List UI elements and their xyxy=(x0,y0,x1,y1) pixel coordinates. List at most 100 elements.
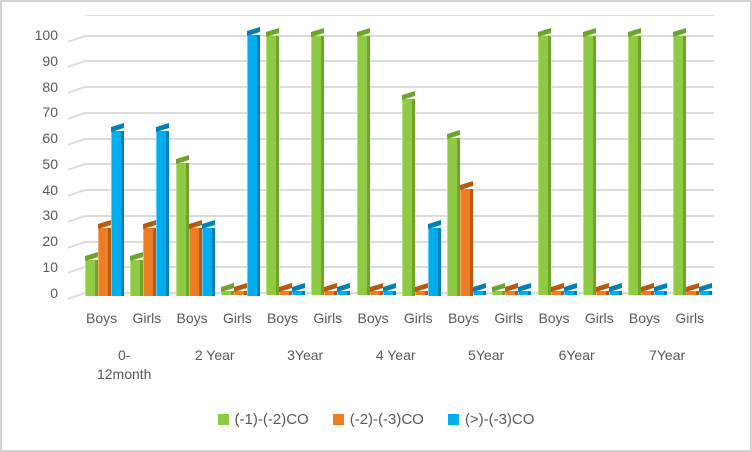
gridline xyxy=(85,214,714,217)
legend-item-series3: (>)-(-3)CO xyxy=(447,411,535,428)
bar-series2-cat12 xyxy=(595,290,609,296)
y-axis-tick-label: 30 xyxy=(42,207,58,224)
gridline-depth-tick xyxy=(67,292,86,300)
gridline-depth-tick xyxy=(67,214,86,223)
legend: (-1)-(-2)CO (-2)-(-3)CO (>)-(-3)CO xyxy=(2,411,750,428)
x-axis-age-group-label: 0- 12month xyxy=(96,347,152,382)
y-axis-tick-label: 50 xyxy=(42,155,58,172)
x-axis-sex-label: Boys xyxy=(447,310,480,326)
bar-series2-cat3 xyxy=(188,227,202,296)
x-axis-sex-label: Girls xyxy=(494,310,524,326)
gridline xyxy=(85,266,714,269)
y-axis-tick-label: 90 xyxy=(42,52,58,69)
bar-series1-cat5 xyxy=(266,35,280,296)
x-axis-sex-label: Girls xyxy=(313,310,343,326)
legend-item-series2: (-2)-(-3)CO xyxy=(332,411,424,428)
gridline-depth-tick xyxy=(67,86,86,94)
x-axis-age-group-label: 5Year xyxy=(468,347,505,363)
bar-series3-cat11 xyxy=(563,290,577,296)
gridline xyxy=(85,292,714,294)
bar-series1-cat8 xyxy=(401,98,415,296)
legend-label: (-2)-(-3)CO xyxy=(349,411,424,428)
x-axis-sex-label: Girls xyxy=(675,310,705,326)
gridline xyxy=(85,34,714,37)
bar-series1-cat4 xyxy=(220,290,234,296)
y-axis-tick-label: 100 xyxy=(34,27,58,43)
y-axis-tick-label: 40 xyxy=(42,181,58,198)
x-axis-sex-label: Girls xyxy=(403,310,433,326)
bar-series3-cat9 xyxy=(473,290,487,296)
bar-series1-cat12 xyxy=(582,35,596,296)
bar-series3-cat2 xyxy=(156,131,170,296)
bar-series2-cat1 xyxy=(98,227,112,296)
gridline-depth-tick xyxy=(67,111,86,120)
y-axis-tick-label: 0 xyxy=(50,284,58,301)
gridline-depth-tick xyxy=(67,34,86,43)
bar-series2-cat10 xyxy=(505,290,519,296)
bar-series1-cat3 xyxy=(175,163,189,296)
bar-series1-cat14 xyxy=(673,35,687,296)
bar-series1-cat6 xyxy=(311,35,325,296)
legend-swatch-icon xyxy=(447,414,459,425)
y-axis-tick-label: 10 xyxy=(42,258,58,275)
y-axis-tick-label: 80 xyxy=(42,78,58,95)
x-axis-age-group-label: 2 Year xyxy=(194,347,235,363)
bar-series3-cat12 xyxy=(608,290,622,296)
bar-series1-cat2 xyxy=(130,259,144,296)
x-axis-age-group-label: 4 Year xyxy=(375,347,416,363)
x-axis-sex-label: Girls xyxy=(584,310,614,326)
bar-series1-cat9 xyxy=(447,137,461,296)
x-axis-age-group-label: 7Year xyxy=(649,347,686,363)
bar-series1-cat7 xyxy=(356,35,370,296)
gridline-depth-tick xyxy=(67,240,86,249)
gridline-depth-tick xyxy=(67,189,86,197)
bar-series1-cat13 xyxy=(627,35,641,296)
bar-series1-cat10 xyxy=(492,290,506,296)
bar-series2-cat11 xyxy=(550,290,564,296)
bar-series2-cat5 xyxy=(279,290,293,296)
legend-label: (>)-(-3)CO xyxy=(464,411,535,428)
bar-series3-cat6 xyxy=(337,290,351,296)
bar-series2-cat13 xyxy=(640,290,654,296)
x-axis-sex-label: Boys xyxy=(86,310,118,326)
y-axis-tick-label: 60 xyxy=(42,130,58,146)
bar-series3-cat5 xyxy=(292,290,306,296)
bar-series2-cat14 xyxy=(686,290,700,296)
bar-series3-cat13 xyxy=(653,290,667,296)
gridline-depth-tick xyxy=(67,266,86,275)
bar-series2-cat9 xyxy=(460,189,474,296)
bar-series3-cat10 xyxy=(518,290,532,296)
gridline xyxy=(85,111,714,114)
gridline-depth-tick xyxy=(67,137,86,146)
x-axis-sex-label: Boys xyxy=(357,310,389,326)
x-axis-sex-label: Boys xyxy=(538,310,570,326)
bar-series2-cat7 xyxy=(369,290,383,296)
y-axis-tick-label: 20 xyxy=(42,233,58,249)
bar-series3-cat8 xyxy=(427,227,441,296)
gridline xyxy=(85,163,714,166)
bar-series3-cat7 xyxy=(382,290,396,296)
gridline xyxy=(85,189,714,191)
bar-series3-cat4 xyxy=(246,34,260,296)
bar-series1-cat11 xyxy=(537,35,551,296)
x-axis-age-group-label: 6Year xyxy=(558,347,595,363)
bar-series2-cat4 xyxy=(233,290,247,296)
x-axis-sex-label: Girls xyxy=(132,310,162,326)
gridline-depth-tick xyxy=(67,60,86,69)
bar-series1-cat1 xyxy=(85,259,99,296)
gridline xyxy=(85,60,714,63)
gridline xyxy=(85,86,714,88)
legend-label: (-1)-(-2)CO xyxy=(234,411,309,428)
gridline-depth-tick xyxy=(67,163,86,172)
plot-top-border xyxy=(85,15,714,16)
x-axis-sex-label: Boys xyxy=(176,310,208,326)
y-axis-tick-label: 70 xyxy=(42,104,58,121)
legend-swatch-icon xyxy=(332,414,344,425)
bar-series2-cat2 xyxy=(143,227,157,296)
bar-series3-cat3 xyxy=(201,227,215,296)
bar-series2-cat8 xyxy=(414,290,428,296)
gridline xyxy=(85,137,714,140)
bar-series2-cat6 xyxy=(324,290,338,296)
